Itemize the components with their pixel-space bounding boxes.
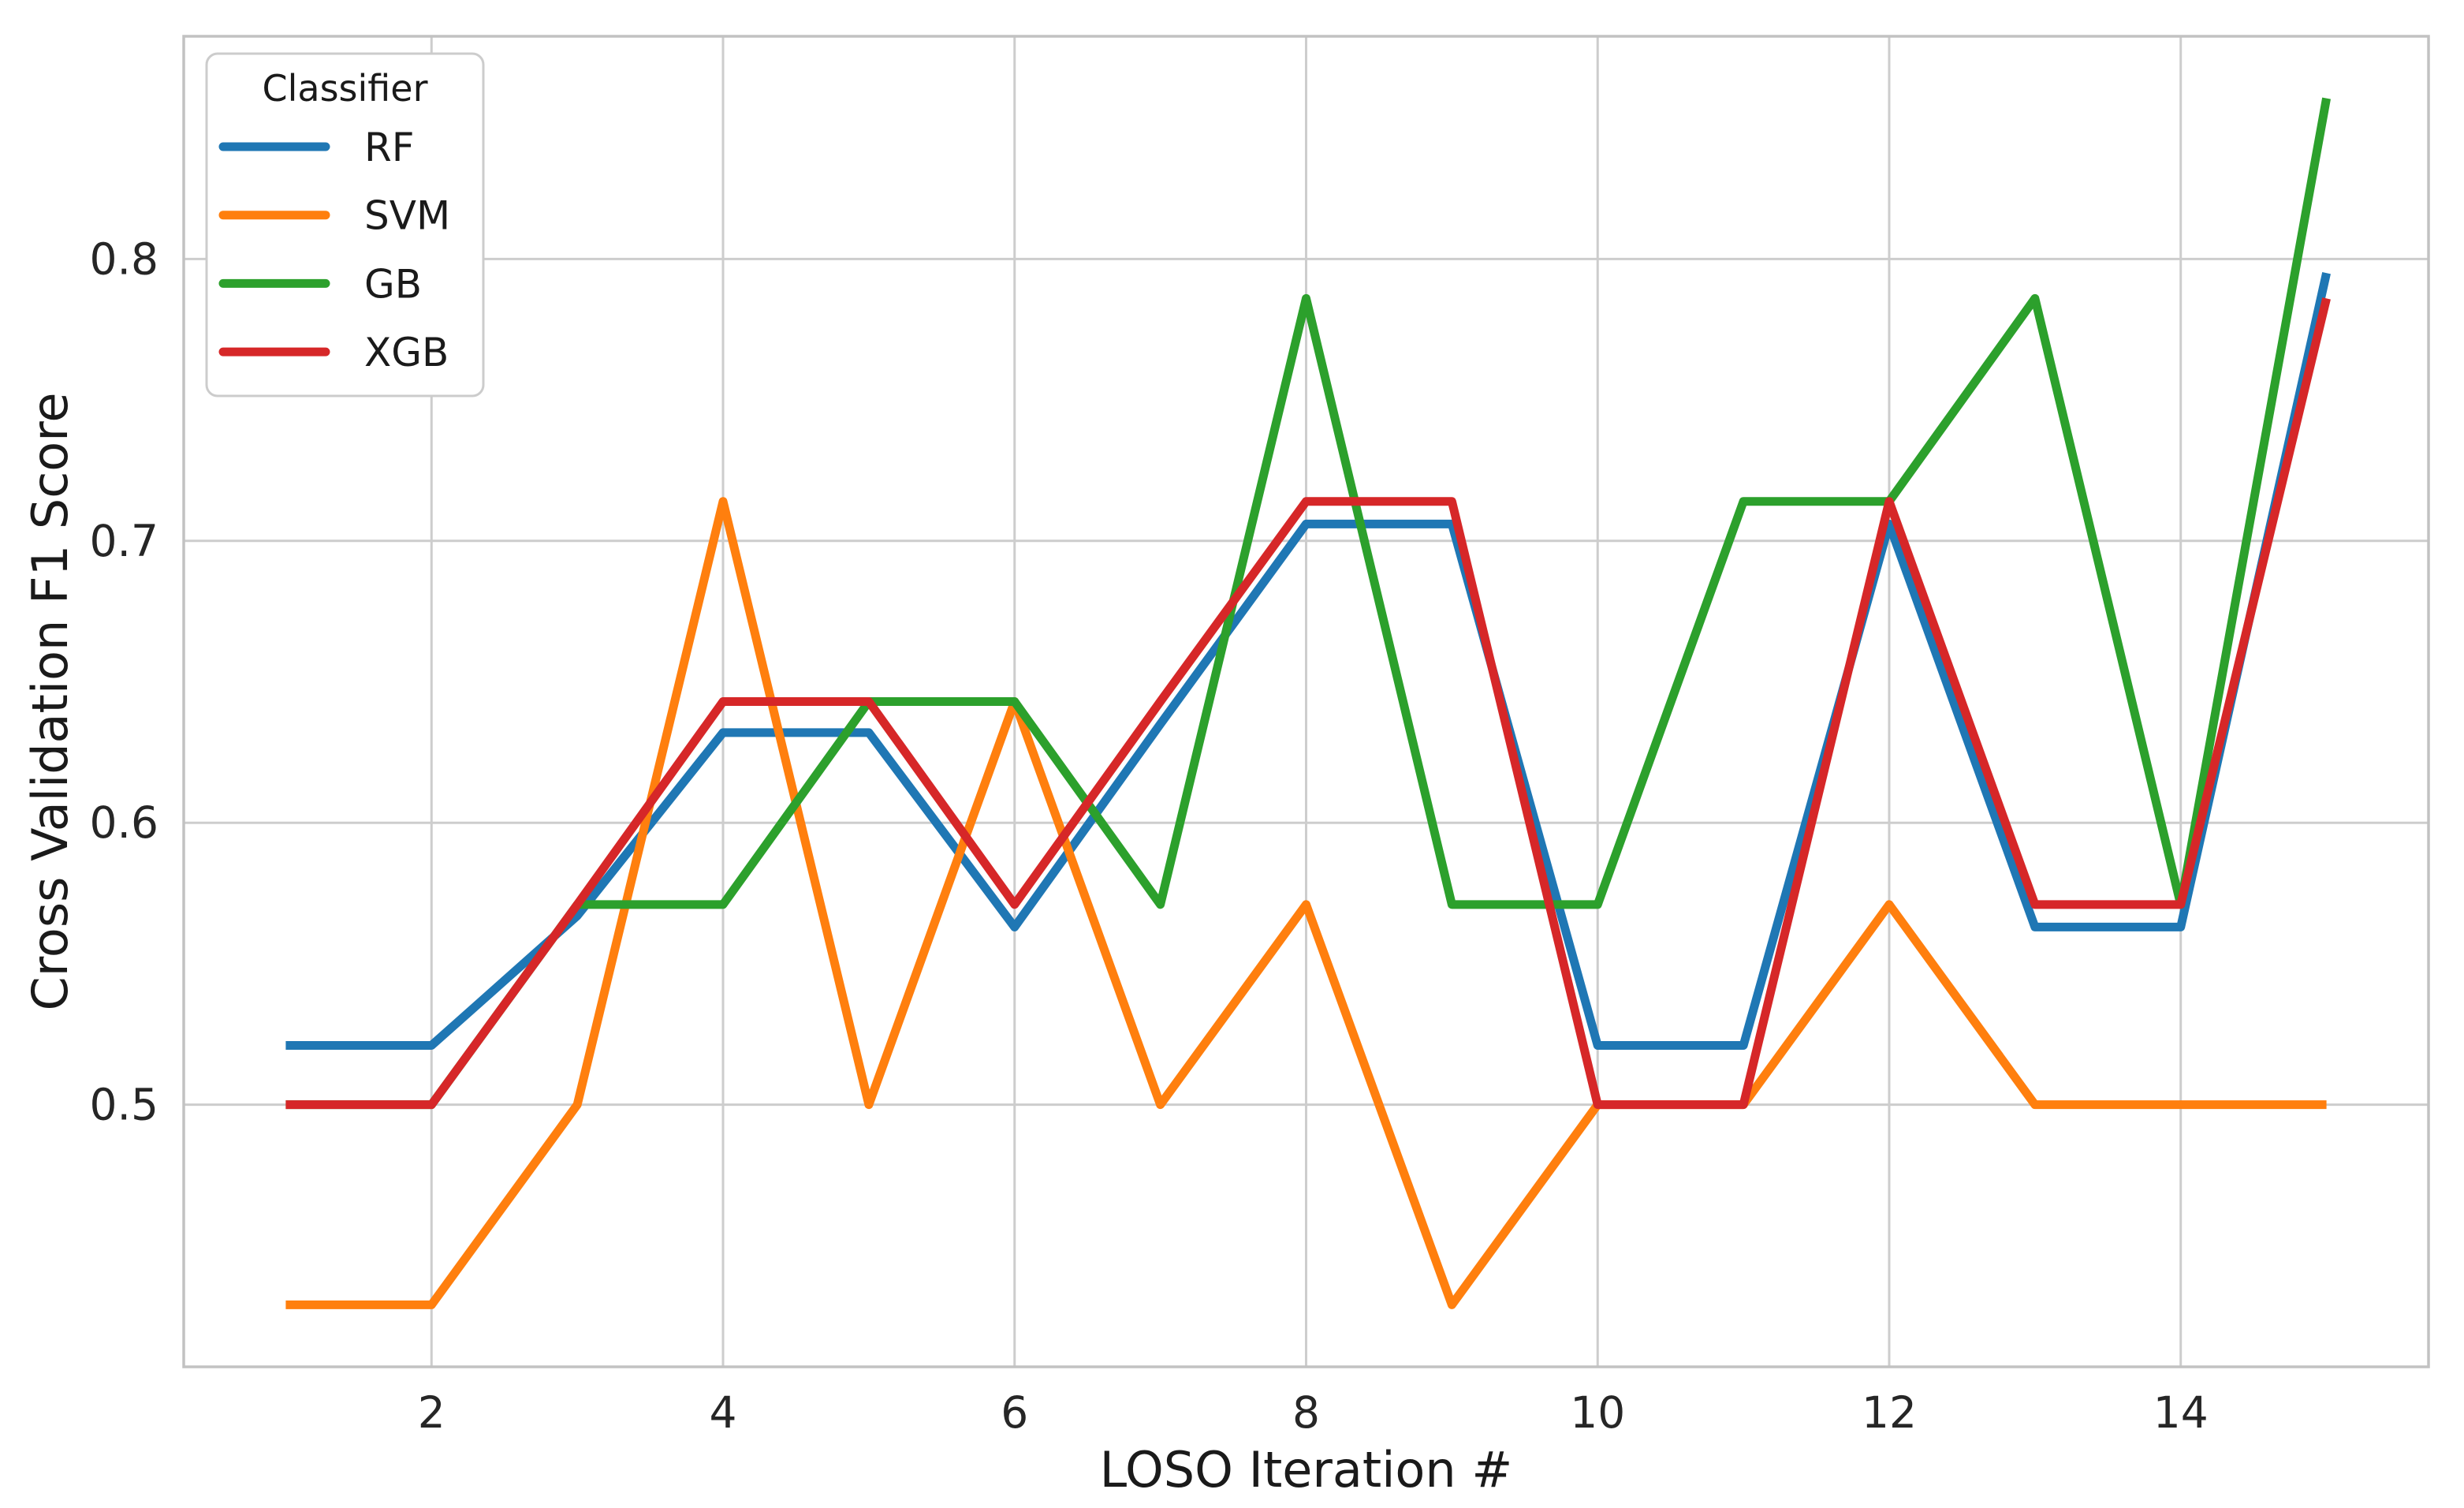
y-tick-label: 0.6 [90, 797, 158, 848]
series-line-gb [285, 97, 2332, 1110]
tick-layer: 2 4 6 8 10 12 14 0.5 0.6 0.7 0.8 [90, 233, 2209, 1438]
y-tick-label: 0.5 [90, 1080, 158, 1130]
y-tick-label: 0.8 [90, 233, 158, 284]
x-tick-label: 14 [2153, 1387, 2209, 1438]
x-tick-label: 12 [1862, 1387, 1917, 1438]
x-tick-label: 4 [710, 1387, 737, 1438]
legend-label-rf: RF [364, 125, 415, 170]
x-tick-label: 8 [1292, 1387, 1320, 1438]
plot-border [182, 35, 2430, 1368]
series-line-rf [285, 272, 2331, 1051]
y-axis-label: Cross Validation F1 Score [21, 393, 79, 1011]
legend-title: Classifier [263, 67, 428, 110]
x-tick-label: 2 [418, 1387, 445, 1438]
legend-label-xgb: XGB [364, 330, 449, 375]
series-layer [285, 97, 2332, 1309]
axes-layer [182, 35, 2430, 1368]
x-axis-label: LOSO Iteration # [1100, 1441, 1513, 1499]
grid-layer [184, 36, 2429, 1367]
x-tick-label: 6 [1001, 1387, 1028, 1438]
legend: Classifier RF SVM GB XGB [205, 52, 485, 398]
x-tick-label: 10 [1570, 1387, 1625, 1438]
legend-label-svm: SVM [364, 193, 450, 239]
y-tick-label: 0.7 [90, 516, 158, 566]
legend-label-gb: GB [364, 261, 422, 307]
label-layer: LOSO Iteration # Cross Validation F1 Scor… [21, 393, 1512, 1499]
legend-box [205, 52, 485, 398]
series-line-xgb [285, 297, 2331, 1110]
